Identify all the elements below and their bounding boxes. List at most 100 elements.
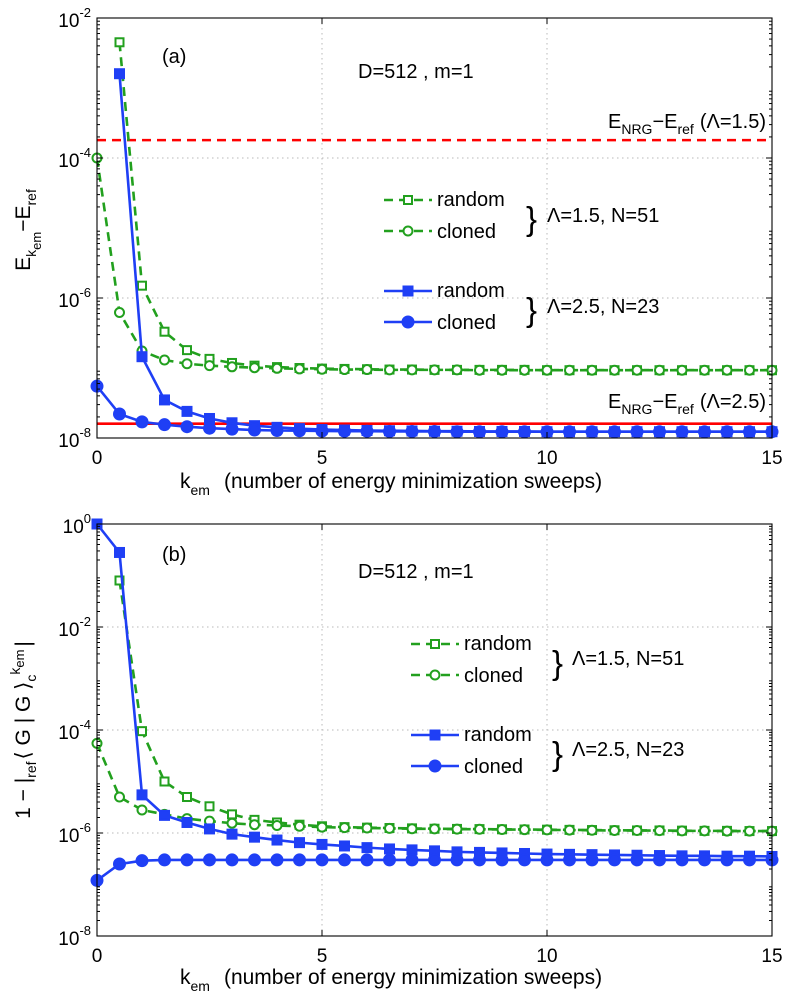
panel-b-series-3-point — [630, 853, 644, 867]
panel-b-legend-brace-1: } — [552, 644, 563, 681]
panel-b-legend-entry-blue-random: random — [464, 724, 532, 746]
panel-b-series-3-point — [585, 853, 599, 867]
panel-b-series-1-point — [339, 822, 350, 834]
panel-a-series-3-point — [405, 424, 419, 438]
panel-b-series-3-point — [698, 853, 711, 867]
panel-a-series-2-point — [136, 351, 148, 363]
panel-b-x-tick-label-10: 10 — [536, 946, 557, 967]
panel-a-series-1-point — [339, 364, 350, 376]
panel-a-x-tick-label-15: 15 — [761, 448, 782, 469]
panel-b-series-1-point — [384, 822, 395, 834]
panel-b-series-2-point — [226, 828, 238, 840]
panel-b-series-0-point — [159, 776, 170, 787]
panel-b-series-1-point — [429, 823, 440, 835]
panel-a-series-2-point — [181, 405, 193, 417]
panel-b-series-1-point — [609, 824, 620, 836]
panel-a-series-3-point — [608, 425, 621, 439]
panel-a-legend-sample-marker-3 — [401, 315, 415, 329]
panel-a-legend-group-1: Λ=1.5, N=51 — [547, 205, 659, 227]
panel-a-legend-brace-1: } — [526, 200, 537, 237]
panel-b-series-3-point — [225, 853, 239, 867]
panel-b-series-1-point — [721, 825, 733, 837]
panel-b-series-0-point — [204, 801, 215, 812]
panel-a-y-tick-label--2: 10-2 — [58, 5, 91, 32]
panel-a-series-3-point — [113, 407, 126, 421]
panel-a-series-1-point — [699, 364, 710, 376]
panel-b-series-1-point — [519, 824, 530, 836]
panel-b-y-tick-label--2: 10-2 — [58, 614, 91, 641]
panel-a-legend: random cloned } Λ=1.5, N=51 random clone… — [384, 189, 659, 334]
panel-a-series-1-point — [249, 362, 260, 374]
panel-b-series-1-point — [744, 825, 755, 837]
panel-b-series-0-point — [182, 792, 192, 803]
panel-b-series-0-point — [137, 726, 147, 737]
panel-a-series-1-point — [204, 360, 215, 372]
panel-a-series-1-point — [316, 363, 328, 375]
panel-b-series-3-point — [743, 853, 756, 867]
panel-b-y-tick-label--4: 10-4 — [58, 717, 91, 744]
panel-a-x-tick-label-0: 0 — [92, 448, 103, 469]
panel-a-series-3-point — [518, 425, 531, 439]
panel-b-series-2-point — [114, 546, 125, 558]
panel-b-label: (b) — [162, 544, 186, 566]
panel-b-series-3-point — [540, 853, 554, 867]
panel-a-series-1-point — [181, 358, 193, 370]
panel-b-series-1-point — [316, 821, 328, 833]
panel-a-series-3-point — [360, 424, 374, 438]
panel-b-series-1-point — [631, 824, 643, 836]
panel-b-legend-sample-marker-0 — [430, 639, 440, 649]
panel-b-legend-group-1: Λ=1.5, N=51 — [572, 648, 684, 670]
panel-a-legend-group-2: Λ=2.5, N=23 — [547, 296, 659, 318]
panel-a-y-axis-label: Ekem−Eref — [12, 189, 44, 271]
panel-b-y-tick-label-0: 100 — [63, 511, 91, 538]
panel-a-series-0-point — [114, 37, 125, 48]
panel-a-series-1-point — [451, 364, 463, 376]
panel-b-series-line-0 — [118, 580, 772, 833]
panel-b-x-tick-label-0: 0 — [92, 946, 103, 967]
panel-a-series-line-1 — [95, 157, 772, 372]
panel-a-series-1-point — [676, 364, 688, 376]
panel-b-series-3-point — [338, 853, 351, 867]
panel-a-legend-sample-marker-2 — [402, 285, 414, 297]
panel-b-series-3-point — [675, 853, 689, 867]
panel-b-x-tick-label-15: 15 — [761, 946, 782, 967]
panel-a-series-3-point — [675, 425, 689, 439]
panel-a-legend-sample-marker-1 — [402, 225, 414, 237]
panel-b-x-axis-label: kem (number of energy minimization sweeps… — [180, 966, 602, 994]
panel-a-series-2-point — [114, 68, 125, 80]
panel-b-series-3-point — [495, 853, 509, 867]
panel-a-series-1-point — [564, 364, 575, 376]
panel-b-series-1-point — [249, 819, 260, 831]
panel-a-series-3-point — [585, 425, 599, 439]
panel-b-series-1-point — [114, 791, 125, 803]
panel-b-series-3-point — [720, 853, 734, 867]
panel-b-legend-brace-2: } — [552, 735, 563, 772]
panel-b-series-3-point — [653, 853, 666, 867]
panel-b-series-2-point — [204, 823, 215, 835]
panel-b-legend-sample-marker-1 — [429, 669, 441, 681]
panel-b-series-1-point — [699, 825, 710, 837]
panel-b-series-3-point — [293, 853, 306, 867]
panel-a-series-1-point — [226, 361, 238, 373]
panel-a-legend-entry-blue-random: random — [437, 280, 505, 302]
panel-b-series-1-point — [564, 824, 575, 836]
panel-a-series-1-point — [541, 364, 553, 376]
panel-a-axes-frame — [96, 17, 773, 439]
panel-a-x-tick-label-5: 5 — [317, 448, 328, 469]
panel-a-series-1-point — [586, 364, 598, 376]
panel-a-series-3-point — [338, 424, 351, 438]
panel-a-series-3-point — [383, 424, 396, 438]
panel-b-series-0-point — [114, 575, 125, 586]
panel-b-series-1-point — [294, 820, 305, 832]
panel-a-series-3-point — [135, 415, 149, 429]
panel-b-series-1-point — [136, 804, 148, 816]
panel-b-series-3-point — [405, 853, 419, 867]
panel-a-y-tick-label--4: 10-4 — [58, 145, 91, 172]
panel-b-series-1-point — [474, 823, 485, 835]
panel-a-series-3-point — [698, 425, 711, 439]
panel-b-x-tick-label-5: 5 — [317, 946, 328, 967]
panel-a-ref-label-solid: ENRG−Eref (Λ=2.5) — [608, 391, 766, 417]
panel-a-series-0-point — [137, 280, 147, 291]
panel-b-params: D=512 , m=1 — [358, 561, 474, 583]
